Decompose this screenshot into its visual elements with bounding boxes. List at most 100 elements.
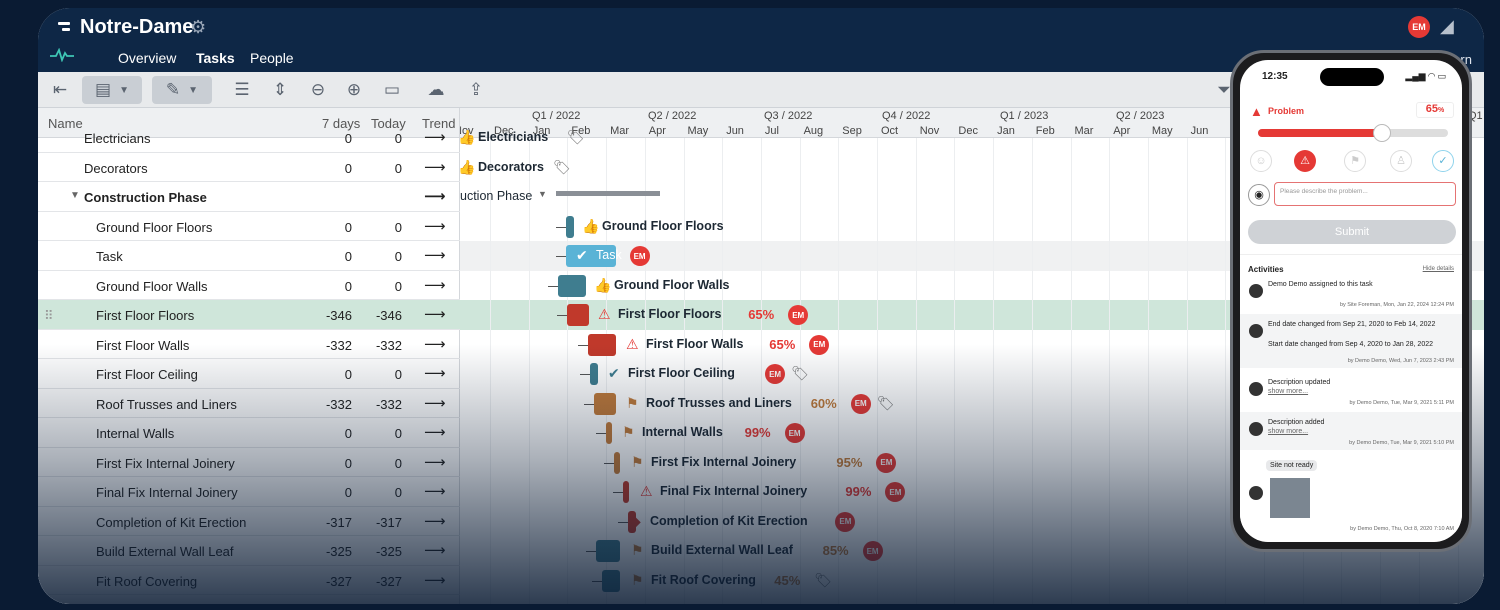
gear-icon[interactable]: ⚙ (190, 17, 207, 37)
gantt-task-label[interactable]: Decorators (478, 159, 544, 174)
collapse-panel-icon[interactable]: ⇤ (52, 80, 68, 99)
tag-icon[interactable]: 🏷 (553, 158, 571, 175)
table-row[interactable]: Electricians 0 0 ⟶ (38, 123, 460, 153)
view-layout-dropdown[interactable]: ▤ ▼ (82, 76, 142, 104)
cloud-download-icon[interactable]: ☁ (427, 80, 445, 99)
tag-icon[interactable]: 🏷 (566, 129, 585, 145)
gantt-bar[interactable] (606, 422, 612, 444)
assignee-badge[interactable]: EM (876, 452, 897, 473)
tag-icon[interactable]: 🏷 (876, 394, 895, 411)
chevron-down-icon[interactable]: ▼ (538, 189, 547, 199)
table-row[interactable]: Final Fix Internal Joinery 0 0 ⟶ (38, 477, 460, 507)
table-row[interactable]: Fit Roof Covering -327 -327 ⟶ (38, 566, 460, 595)
zoom-out-icon[interactable]: ⊖ (310, 80, 326, 99)
gantt-task-label[interactable]: Roof Trusses and Liners (646, 395, 792, 410)
tag-icon[interactable]: 🏷 (791, 365, 809, 381)
table-row[interactable]: ⠿ First Floor Floors -346 -346 ⟶ (38, 300, 460, 330)
table-row[interactable]: First Floor Walls -332 -332 ⟶ (38, 330, 460, 359)
table-row[interactable]: Build External Wall Leaf -325 -325 ⟶ (38, 536, 460, 566)
submit-button[interactable]: Submit (1248, 220, 1456, 244)
assignee-badge[interactable]: EM (765, 364, 786, 384)
gantt-bar[interactable] (614, 451, 620, 474)
progress-value-box[interactable]: 65% (1416, 102, 1454, 118)
show-more-link[interactable]: show more... (1268, 428, 1309, 435)
gantt-task-label[interactable]: Fit Roof Covering (651, 572, 756, 587)
assignee-badge[interactable]: EM (862, 541, 883, 561)
table-row[interactable]: ▼ Construction Phase ⟶ (38, 182, 460, 212)
gantt-task-label[interactable]: First Floor Floors (618, 307, 722, 321)
tag-icon[interactable]: 🏷 (814, 571, 833, 588)
gantt-bar[interactable] (590, 363, 598, 385)
assignee-badge[interactable]: EM (784, 423, 805, 443)
tools-dropdown[interactable]: ✎ ▼ (152, 76, 212, 104)
assignee-badge[interactable]: EM (788, 305, 809, 325)
gantt-task-label[interactable]: Final Fix Internal Joinery (660, 484, 808, 498)
pulse-icon[interactable] (50, 48, 74, 62)
worker-status-icon[interactable]: ♙ (1390, 150, 1412, 172)
expand-chevron-icon[interactable]: ▼ (70, 190, 80, 201)
gantt-bar[interactable] (566, 215, 574, 238)
table-row[interactable]: First Fix Internal Joinery 0 0 ⟶ (38, 448, 460, 477)
gantt-bar[interactable] (602, 569, 620, 592)
camera-icon[interactable]: ◉ (1248, 184, 1270, 206)
progress-slider-handle[interactable] (1372, 124, 1391, 142)
table-row[interactable]: Internal Walls 0 0 ⟶ (38, 418, 460, 448)
assignee-badge[interactable]: EM (809, 334, 830, 355)
assignee-badge[interactable]: EM (885, 482, 906, 502)
hide-details-link[interactable]: Hide details (1422, 266, 1454, 272)
problem-description-input[interactable]: Please describe the problem... (1274, 182, 1456, 206)
gantt-task-label[interactable]: Ground Floor Walls (614, 277, 730, 292)
assignee-badge[interactable]: EM (850, 393, 871, 414)
tab-people[interactable]: People (250, 50, 294, 66)
menu-icon[interactable] (58, 22, 70, 35)
tab-tasks[interactable]: Tasks (196, 50, 235, 74)
table-row[interactable]: Decorators 0 0 ⟶ (38, 153, 460, 182)
gantt-task-label[interactable]: First Floor Walls (646, 336, 744, 351)
table-row[interactable]: Ground Floor Floors 0 0 ⟶ (38, 212, 460, 241)
gantt-bar[interactable] (567, 304, 589, 326)
upload-icon[interactable]: ⇪ (468, 80, 484, 99)
table-row[interactable]: Roof Trusses and Liners -332 -332 ⟶ (38, 389, 460, 418)
gantt-bar[interactable] (594, 392, 616, 415)
gantt-task-label[interactable]: First Fix Internal Joinery (651, 454, 797, 469)
table-row[interactable]: First Floor Ceiling 0 0 ⟶ (38, 359, 460, 389)
column-header-7days[interactable]: 7 days (322, 116, 361, 131)
drag-handle-icon[interactable]: ⠿ (44, 308, 54, 323)
summary-bracket[interactable] (556, 191, 660, 196)
progress-slider-track[interactable] (1258, 124, 1448, 142)
sliders-icon[interactable]: ☰ (234, 80, 250, 99)
gantt-task-label[interactable]: Task (596, 248, 622, 262)
column-header-trend[interactable]: Trend (422, 116, 456, 131)
column-header-name[interactable]: Name (48, 116, 83, 131)
assignee-badge[interactable]: EM (835, 511, 856, 532)
gantt-task-label[interactable]: Electricians (478, 130, 549, 144)
column-header-today[interactable]: Today (371, 116, 406, 131)
filter-icon[interactable]: ⏷ (1217, 80, 1231, 99)
fit-vertical-icon[interactable]: ⇕ (272, 80, 288, 99)
people-status-icon[interactable]: ☺ (1250, 150, 1272, 172)
zoom-in-icon[interactable]: ⊕ (346, 80, 362, 99)
gantt-bar[interactable] (588, 333, 616, 356)
gantt-task-label[interactable]: First Floor Ceiling (628, 366, 735, 380)
table-row[interactable]: Ground Floor Walls 0 0 ⟶ (38, 271, 460, 300)
monitor-icon[interactable]: ▭ (383, 80, 401, 99)
gantt-task-label[interactable]: Internal Walls (642, 425, 723, 439)
gantt-task-label[interactable]: Completion of Kit Erection (650, 513, 808, 528)
gantt-bar[interactable] (566, 245, 616, 267)
activity-photo[interactable] (1270, 478, 1310, 518)
account-icon[interactable]: ◢ (1440, 16, 1454, 36)
assignee-badge[interactable]: EM (629, 246, 650, 266)
gantt-bar[interactable] (623, 481, 629, 503)
show-more-link[interactable]: show more... (1268, 388, 1309, 395)
gantt-task-label[interactable]: Build External Wall Leaf (651, 543, 793, 557)
gantt-task-label[interactable]: Ground Floor Floors (602, 218, 724, 233)
tab-overview[interactable]: Overview (118, 50, 177, 66)
table-row[interactable]: Task 0 0 ⟶ (38, 241, 460, 271)
gantt-bar[interactable] (558, 274, 586, 297)
complete-status-icon[interactable]: ✓ (1432, 150, 1454, 172)
problem-status-icon[interactable]: ⚠ (1294, 150, 1316, 172)
flag-status-icon[interactable]: ⚑ (1344, 150, 1366, 172)
user-avatar-badge[interactable]: EM (1408, 16, 1430, 38)
project-title[interactable]: Notre-Dame (80, 16, 194, 38)
gantt-bar[interactable] (596, 540, 620, 562)
